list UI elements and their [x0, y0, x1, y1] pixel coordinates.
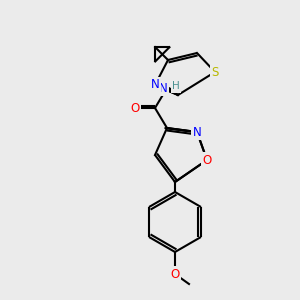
Text: H: H: [172, 81, 180, 91]
Text: O: O: [130, 101, 140, 115]
Text: O: O: [170, 268, 180, 281]
Text: O: O: [202, 154, 211, 166]
Text: N: N: [151, 79, 159, 92]
Text: N: N: [159, 82, 167, 94]
Text: N: N: [193, 125, 201, 139]
Text: S: S: [211, 65, 219, 79]
